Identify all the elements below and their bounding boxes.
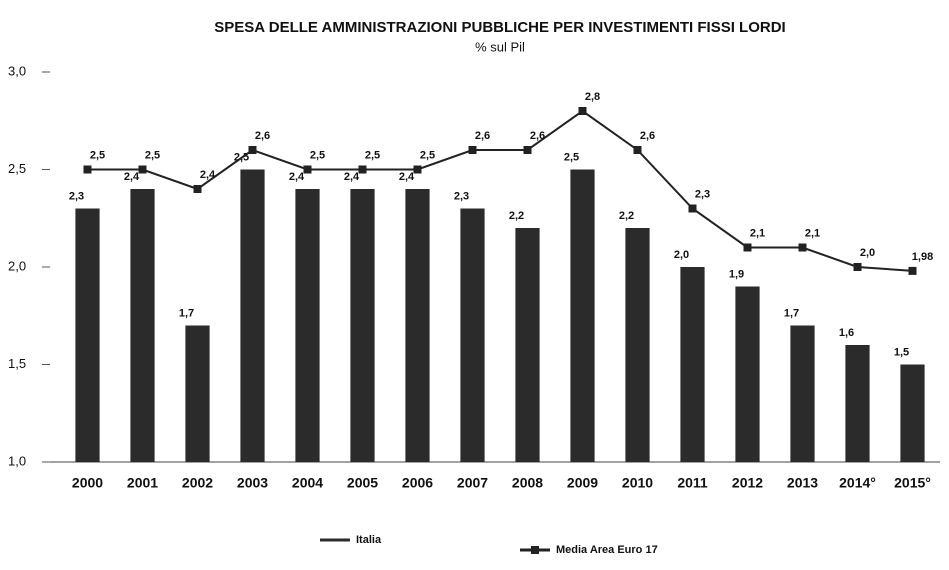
line-marker [688, 204, 697, 213]
line-marker [248, 146, 257, 154]
bar-value-label: 2,2 [619, 210, 634, 222]
chart-title: SPESA DELLE AMMINISTRAZIONI PUBBLICHE PE… [214, 19, 785, 36]
line-value-label: 2,6 [530, 130, 545, 142]
bar [515, 228, 540, 462]
legend-marker [531, 546, 539, 554]
bar-value-label: 2,2 [509, 210, 524, 222]
bar [240, 169, 265, 462]
y-tick-label: 2,0 [8, 258, 26, 273]
line-marker [743, 243, 752, 252]
line-value-label: 2,1 [805, 227, 820, 239]
chart-subtitle: % sul Pil [475, 39, 525, 54]
x-tick-label: 2004 [292, 475, 323, 491]
x-tick-label: 2008 [512, 475, 543, 491]
line-value-label: 2,3 [695, 188, 710, 200]
line-value-label: 2,0 [860, 247, 875, 259]
line-value-label: 2,5 [420, 149, 435, 161]
x-tick-label: 2005 [347, 475, 378, 491]
line-value-label: 2,1 [750, 227, 765, 239]
line-value-label: 2,8 [585, 91, 600, 103]
bar-value-label: 1,9 [729, 268, 744, 280]
bar-value-label: 2,3 [454, 190, 469, 202]
line-value-label: 2,6 [255, 130, 270, 142]
bar [295, 189, 320, 462]
x-tick-label: 2011 [677, 475, 708, 491]
y-tick-label: 1,5 [8, 356, 26, 371]
bar-value-label: 2,5 [564, 151, 579, 163]
line-marker [193, 185, 202, 193]
line-value-label: 2,5 [365, 149, 380, 161]
bar [350, 189, 375, 462]
line-value-label: 2,6 [475, 130, 490, 142]
line-marker [303, 165, 312, 174]
x-tick-label: 2013 [787, 475, 818, 491]
bar [185, 325, 210, 462]
bar-value-label: 2,0 [674, 249, 689, 261]
x-tick-label: 2000 [72, 475, 103, 491]
x-tick-label: 2009 [567, 475, 598, 491]
bar-value-label: 2,4 [399, 171, 415, 183]
y-tick-label: 3,0 [8, 63, 26, 78]
bar [460, 208, 485, 462]
x-tick-label: 2014° [839, 475, 876, 491]
legend-label: Italia [356, 534, 382, 546]
line-marker [798, 243, 807, 252]
bar [405, 189, 430, 462]
x-tick-label: 2006 [402, 475, 433, 491]
bar [75, 208, 100, 462]
x-tick-label: 2003 [237, 475, 268, 491]
line-value-label: 2,6 [640, 130, 655, 142]
bar [790, 325, 815, 462]
bar-value-label: 2,3 [69, 190, 84, 202]
bar-value-label: 1,7 [179, 307, 194, 319]
x-tick-label: 2001 [127, 475, 158, 491]
line-marker [358, 165, 367, 174]
line-marker [908, 266, 917, 275]
bar-value-label: 1,6 [839, 327, 854, 339]
line-marker [83, 165, 92, 174]
y-tick-label: 1,0 [8, 453, 26, 468]
line-marker [633, 146, 642, 154]
bar [625, 228, 650, 462]
bar [900, 364, 925, 462]
bar [130, 189, 155, 462]
line-value-label: 2,5 [310, 149, 325, 161]
bar [845, 345, 870, 462]
line-marker [138, 165, 147, 174]
bar [570, 169, 595, 462]
bar-value-label: 2,4 [344, 171, 360, 183]
bar-value-label: 2,4 [289, 171, 305, 183]
line-value-label: 1,98 [912, 251, 933, 263]
line-marker [468, 146, 477, 154]
bar [735, 286, 760, 462]
x-tick-label: 2002 [182, 475, 213, 491]
bar-value-label: 1,5 [894, 346, 909, 358]
line-marker [523, 146, 532, 154]
line-value-label: 2,4 [200, 169, 216, 181]
bar-value-label: 2,4 [124, 171, 140, 183]
line [87, 109, 913, 272]
line-marker [578, 107, 587, 115]
x-tick-label: 2010 [622, 475, 653, 491]
line-marker [853, 263, 862, 271]
legend-label: Media Area Euro 17 [556, 544, 658, 556]
bar-value-label: 1,7 [784, 307, 799, 319]
line-value-label: 2,5 [145, 149, 160, 161]
x-tick-label: 2007 [457, 475, 488, 491]
y-tick-label: 2,5 [8, 161, 26, 176]
line-marker [413, 165, 422, 174]
x-tick-label: 2015° [894, 475, 931, 491]
bar [680, 267, 705, 462]
x-tick-label: 2012 [732, 475, 763, 491]
line-value-label: 2,5 [90, 149, 105, 161]
